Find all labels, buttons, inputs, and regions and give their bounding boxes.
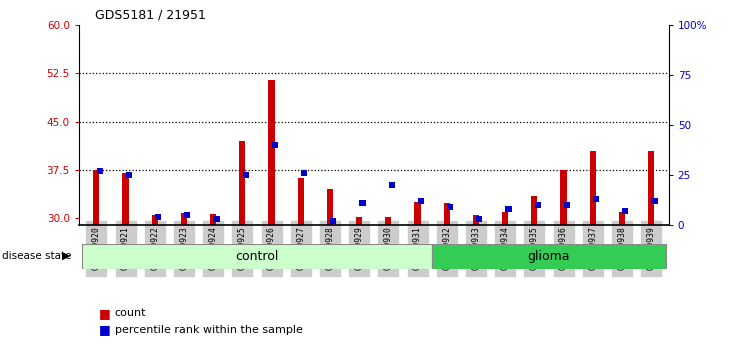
Bar bbox=[447, 204, 453, 210]
Bar bbox=[473, 215, 479, 225]
Bar bbox=[356, 217, 362, 225]
Text: disease state: disease state bbox=[2, 251, 72, 261]
Bar bbox=[619, 212, 625, 225]
Bar bbox=[298, 178, 304, 225]
Bar bbox=[651, 198, 658, 204]
Text: ■: ■ bbox=[99, 307, 110, 320]
Bar bbox=[505, 206, 512, 212]
Bar bbox=[239, 141, 245, 225]
Text: GDS5181 / 21951: GDS5181 / 21951 bbox=[95, 9, 206, 22]
Text: ■: ■ bbox=[99, 324, 110, 336]
Bar bbox=[96, 168, 103, 174]
Bar bbox=[534, 202, 541, 208]
Bar bbox=[590, 150, 596, 225]
Bar bbox=[444, 204, 450, 225]
Bar bbox=[152, 215, 158, 225]
Bar bbox=[272, 142, 278, 148]
Bar bbox=[330, 218, 337, 224]
Bar bbox=[388, 182, 395, 188]
Bar bbox=[123, 173, 128, 225]
Text: count: count bbox=[115, 308, 146, 318]
Bar bbox=[432, 244, 666, 269]
Text: percentile rank within the sample: percentile rank within the sample bbox=[115, 325, 302, 335]
Text: glioma: glioma bbox=[528, 250, 570, 263]
Bar bbox=[210, 215, 216, 225]
Bar bbox=[181, 213, 187, 225]
Bar bbox=[502, 212, 508, 225]
Bar bbox=[415, 202, 420, 225]
Bar bbox=[476, 216, 483, 222]
Bar bbox=[385, 217, 391, 225]
Bar bbox=[269, 80, 274, 225]
Bar bbox=[561, 170, 566, 225]
Text: control: control bbox=[235, 250, 279, 263]
Bar bbox=[327, 189, 333, 225]
Bar bbox=[359, 200, 366, 206]
Bar bbox=[531, 196, 537, 225]
Bar bbox=[301, 170, 307, 176]
Bar bbox=[564, 202, 570, 208]
Bar bbox=[93, 170, 99, 225]
Bar bbox=[622, 208, 629, 214]
Text: ▶: ▶ bbox=[62, 251, 71, 261]
Bar bbox=[418, 198, 424, 204]
Bar bbox=[155, 214, 161, 220]
Bar bbox=[82, 244, 432, 269]
Bar bbox=[242, 172, 249, 178]
Bar bbox=[648, 150, 654, 225]
Bar bbox=[593, 196, 599, 202]
Bar bbox=[126, 172, 132, 178]
Bar bbox=[213, 216, 220, 222]
Bar bbox=[184, 212, 191, 218]
